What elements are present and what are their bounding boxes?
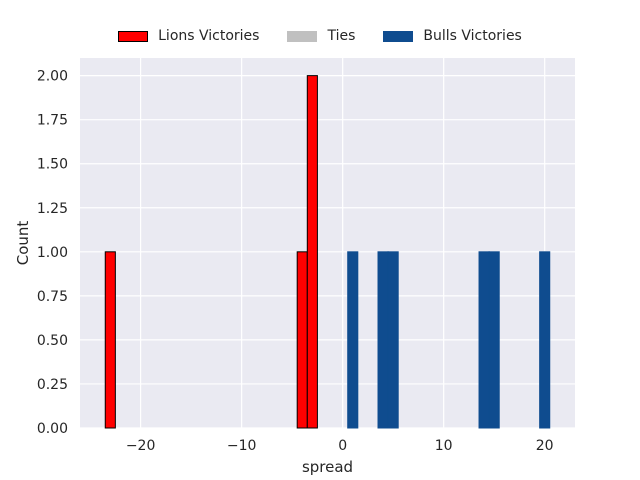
legend-label-bulls: Bulls Victories: [423, 28, 522, 44]
x-tick-label: 20: [536, 438, 554, 454]
bars-group: [104, 75, 551, 429]
x-tick-label: −20: [126, 438, 156, 454]
y-tick-label: 0.50: [37, 333, 68, 349]
legend-item-bulls: Bulls Victories: [383, 28, 522, 44]
y-tick-label: 1.00: [37, 245, 68, 261]
bar-lions-victories: [104, 251, 116, 429]
bar-bulls-victories: [478, 251, 490, 429]
bar-bulls-victories: [539, 251, 551, 429]
plot-area: [80, 58, 575, 428]
y-axis-ticks: 0.00 0.25 0.50 0.75 1.00 1.25 1.50 1.75 2.00: [37, 69, 68, 437]
y-tick-label: 0.75: [37, 289, 68, 305]
x-tick-label: 10: [435, 438, 453, 454]
x-tick-label: −10: [227, 438, 257, 454]
x-tick-label: 0: [338, 438, 347, 454]
legend-item-lions: Lions Victories: [118, 28, 259, 44]
y-tick-label: 1.75: [37, 113, 68, 129]
bar-bulls-victories: [377, 251, 389, 429]
bar-bulls-victories: [387, 251, 399, 429]
y-axis-label: Count: [14, 221, 32, 266]
chart-legend: Lions Victories Ties Bulls Victories: [0, 26, 640, 46]
grid-lines: [80, 58, 575, 429]
legend-swatch-lions: [118, 30, 149, 42]
y-tick-label: 0.25: [37, 377, 68, 393]
legend-label-lions: Lions Victories: [158, 28, 260, 44]
legend-swatch-ties: [287, 30, 318, 42]
bar-lions-victories: [306, 75, 318, 429]
bar-lions-victories: [296, 251, 308, 429]
bar-bulls-victories: [347, 251, 359, 429]
legend-label-ties: Ties: [327, 28, 356, 44]
bar-bulls-victories: [488, 251, 500, 429]
y-tick-label: 1.25: [37, 201, 68, 217]
y-tick-label: 1.50: [37, 157, 68, 173]
legend-item-ties: Ties: [287, 28, 355, 44]
x-axis-label: spread: [302, 458, 353, 476]
legend-swatch-bulls: [383, 30, 414, 42]
x-axis-ticks: −20 −10 0 10 20: [126, 438, 554, 454]
y-tick-label: 0.00: [37, 421, 68, 437]
y-tick-label: 2.00: [37, 69, 68, 85]
